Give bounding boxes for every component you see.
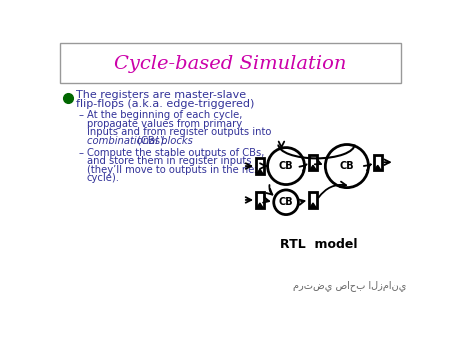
- Text: –: –: [79, 110, 84, 120]
- Text: RTL  model: RTL model: [280, 238, 358, 251]
- Polygon shape: [257, 169, 263, 174]
- Text: Compute the stable outputs of CBs,: Compute the stable outputs of CBs,: [87, 148, 264, 158]
- Text: Cycle-based Simulation: Cycle-based Simulation: [114, 55, 347, 73]
- Polygon shape: [310, 165, 316, 170]
- Text: CB: CB: [279, 161, 293, 171]
- Text: cycle).: cycle).: [87, 173, 120, 184]
- Circle shape: [325, 145, 369, 188]
- Bar: [374, 154, 382, 170]
- Text: (they’ll move to outputs in the next: (they’ll move to outputs in the next: [87, 165, 264, 175]
- Text: –: –: [79, 148, 84, 158]
- Circle shape: [274, 190, 298, 215]
- Text: combinational blocks: combinational blocks: [87, 136, 193, 146]
- Text: propagate values from primary: propagate values from primary: [87, 119, 242, 129]
- Polygon shape: [310, 203, 316, 208]
- Text: The registers are master-slave: The registers are master-slave: [76, 90, 246, 100]
- Text: مرتضي صاحب الزماني: مرتضي صاحب الزماني: [293, 280, 407, 291]
- Text: (CBs).: (CBs).: [135, 136, 167, 146]
- Text: inputs and from register outputs into: inputs and from register outputs into: [87, 127, 271, 137]
- Bar: [309, 192, 317, 208]
- Text: flip-flops (a.k.a. edge-triggered): flip-flops (a.k.a. edge-triggered): [76, 99, 254, 110]
- Bar: [256, 159, 264, 174]
- Polygon shape: [257, 203, 263, 208]
- Text: CB: CB: [279, 197, 293, 207]
- Bar: [256, 192, 264, 208]
- Polygon shape: [374, 165, 381, 170]
- Text: and store them in register inputs: and store them in register inputs: [87, 156, 251, 166]
- Text: At the beginning of each cycle,: At the beginning of each cycle,: [87, 110, 242, 120]
- Text: CB: CB: [340, 161, 354, 171]
- Circle shape: [268, 148, 305, 185]
- Bar: [309, 154, 317, 170]
- FancyBboxPatch shape: [60, 43, 401, 83]
